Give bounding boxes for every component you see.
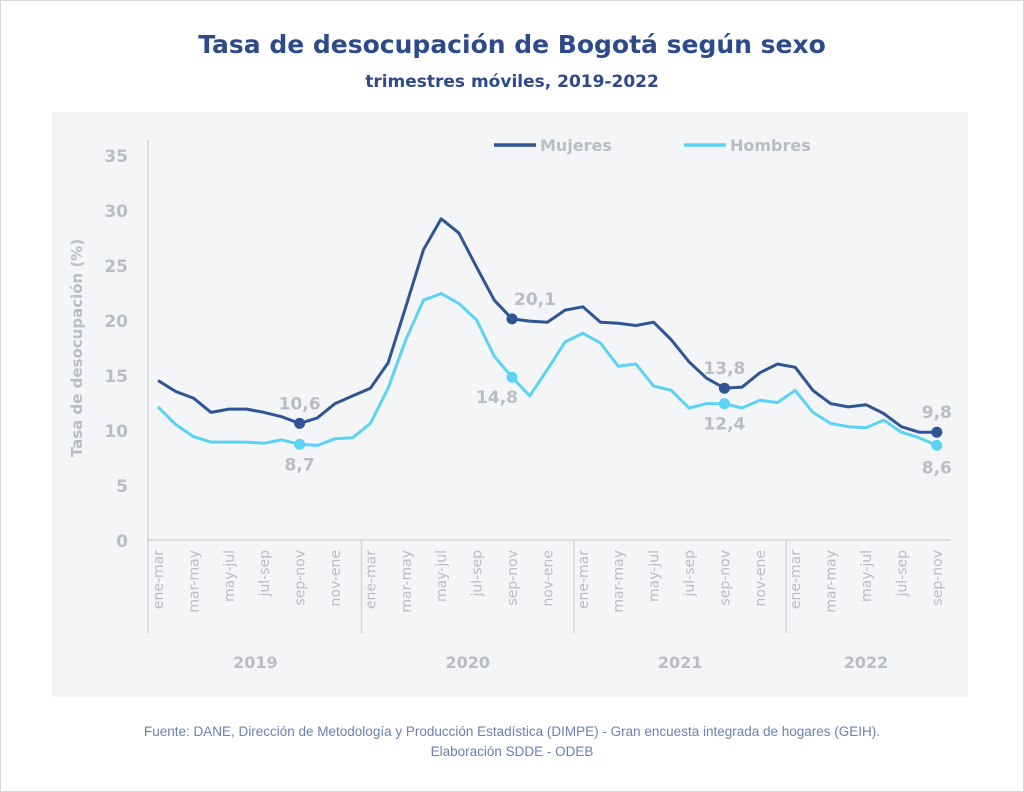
y-tick-label: 0 — [116, 532, 128, 552]
data-label: 12,4 — [703, 415, 745, 435]
data-label: 20,1 — [514, 290, 556, 310]
x-tick-label: jul-sep — [257, 550, 273, 598]
legend-label-mujeres: Mujeres — [540, 136, 612, 155]
year-label: 2019 — [233, 653, 278, 672]
x-tick-label: jul-sep — [682, 550, 698, 598]
credit-line: Elaboración SDDE - ODEB — [430, 744, 594, 759]
highlight-point — [718, 382, 730, 394]
x-tick-label: jul-sep — [470, 550, 486, 598]
year-label: 2022 — [844, 653, 889, 672]
x-tick-label: sep-nov — [293, 550, 309, 606]
y-tick-label: 5 — [116, 477, 128, 497]
y-tick-label: 20 — [104, 312, 128, 332]
data-label: 9,8 — [922, 403, 952, 423]
x-tick-label: may-jul — [434, 550, 450, 602]
data-label: 10,6 — [279, 394, 321, 414]
x-tick-label: mar-may — [399, 550, 415, 613]
x-tick-label: ene-mar — [788, 550, 804, 609]
x-tick-label: sep-nov — [505, 550, 521, 606]
y-tick-label: 10 — [104, 422, 128, 442]
highlight-point — [294, 438, 306, 450]
y-tick-label: 30 — [104, 202, 128, 222]
plot-panel — [52, 112, 968, 697]
year-label: 2020 — [445, 653, 490, 672]
x-tick-label: may-jul — [647, 550, 663, 602]
y-tick-label: 15 — [104, 367, 128, 387]
y-tick-label: 25 — [104, 257, 128, 277]
x-tick-label: sep-nov — [930, 550, 946, 606]
year-label: 2021 — [658, 653, 703, 672]
x-tick-label: nov-ene — [753, 550, 769, 607]
chart-title: Tasa de desocupación de Bogotá según sex… — [198, 30, 826, 59]
x-tick-label: mar-may — [611, 550, 627, 613]
y-tick-label: 35 — [104, 147, 128, 167]
x-tick-label: ene-mar — [576, 550, 592, 609]
x-tick-label: may-jul — [859, 550, 875, 602]
source-line: Fuente: DANE, Dirección de Metodología y… — [143, 724, 881, 739]
highlight-point — [931, 426, 943, 438]
highlight-point — [294, 417, 306, 429]
highlight-point — [718, 398, 730, 410]
legend-label-hombres: Hombres — [730, 136, 811, 155]
x-tick-label: mar-may — [824, 550, 840, 613]
data-label: 14,8 — [476, 388, 518, 408]
x-tick-label: nov-ene — [328, 550, 344, 607]
highlight-point — [931, 439, 943, 451]
x-tick-label: sep-nov — [717, 550, 733, 606]
source-footer: Fuente: DANE, Dirección de Metodología y… — [0, 722, 1024, 762]
data-label: 8,7 — [285, 455, 315, 475]
x-tick-label: ene-mar — [151, 550, 167, 609]
data-label: 13,8 — [703, 359, 745, 379]
x-tick-label: may-jul — [222, 550, 238, 602]
x-tick-label: jul-sep — [894, 550, 910, 598]
x-tick-label: ene-mar — [363, 550, 379, 609]
chart-subtitle: trimestres móviles, 2019-2022 — [365, 72, 659, 92]
highlight-point — [506, 371, 518, 383]
y-axis-label: Tasa de desocupación (%) — [68, 239, 86, 457]
highlight-point — [506, 313, 518, 325]
x-tick-label: mar-may — [186, 550, 202, 613]
data-label: 8,6 — [922, 458, 952, 478]
x-tick-label: nov-ene — [540, 550, 556, 607]
series-line-mujeres — [157, 217, 937, 434]
